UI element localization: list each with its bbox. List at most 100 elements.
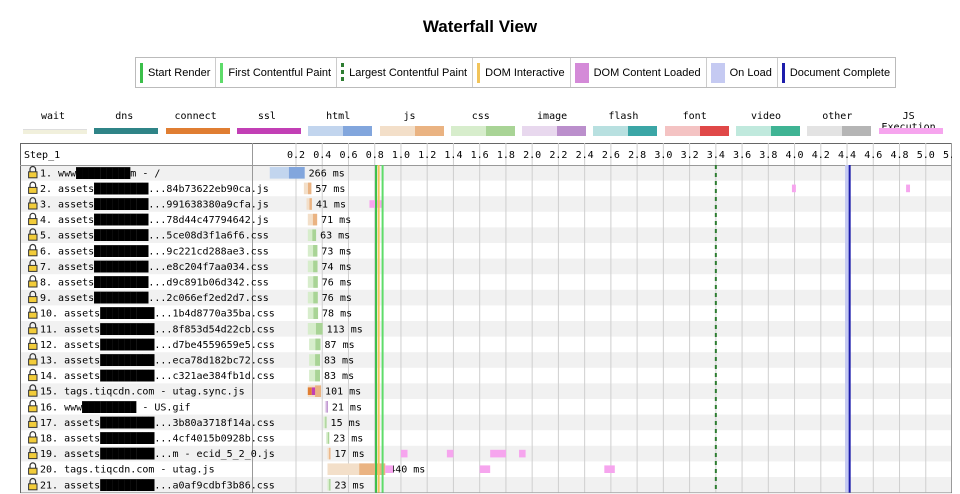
request-label: 1. www█████████m - / xyxy=(40,166,160,179)
request-type-legend: wait dns connect ssl html js css image flash font… xyxy=(20,111,950,141)
js-execution-mark xyxy=(906,184,911,193)
request-bar-wait xyxy=(309,354,321,366)
request-bar-wait xyxy=(327,447,331,460)
lock-icon xyxy=(28,446,38,460)
lock-icon xyxy=(28,181,38,194)
type-legend-swatch xyxy=(807,126,872,136)
x-tick-label: 1.8 xyxy=(497,150,515,161)
lock-icon xyxy=(28,399,38,413)
row-background xyxy=(21,383,951,399)
type-legend-item: html xyxy=(305,111,373,136)
row-background xyxy=(21,258,951,275)
request-bar-wait xyxy=(269,167,305,179)
request-label: 17. assets█████████...3b80a3718f14a.css xyxy=(40,416,275,429)
request-duration-label: 440 ms xyxy=(389,465,425,476)
type-legend-item: video xyxy=(733,111,800,136)
lock-icon xyxy=(28,368,38,382)
type-legend-item: flash xyxy=(590,111,658,136)
request-bar-download xyxy=(325,416,327,429)
legend-item: Start Render xyxy=(136,58,217,87)
legend-swatch xyxy=(140,62,143,83)
request-bar-wait xyxy=(309,338,321,351)
request-duration-label: 74 ms xyxy=(322,262,352,273)
request-duration-label: 17 ms xyxy=(334,449,364,460)
request-duration-label: 63 ms xyxy=(320,231,350,242)
type-legend-swatch xyxy=(379,126,444,136)
request-duration-label: 71 ms xyxy=(321,215,351,226)
type-legend-label: JS Execution xyxy=(882,111,936,133)
request-bar-download xyxy=(313,245,318,257)
request-label: 4. assets█████████...78d44c47794642.js xyxy=(40,213,269,226)
x-tick-label: 2.6 xyxy=(602,150,620,161)
type-legend-label: connect xyxy=(174,111,217,122)
lock-icon xyxy=(28,415,38,428)
lock-icon xyxy=(28,353,38,366)
x-tick-label: 4.8 xyxy=(890,150,908,161)
lock-icon xyxy=(28,228,38,241)
type-legend-swatch xyxy=(94,128,159,134)
request-duration-label: 41 ms xyxy=(316,200,346,211)
row-background xyxy=(21,414,951,431)
x-tick-label: 3.6 xyxy=(733,150,751,161)
request-bar-download xyxy=(315,385,322,397)
x-tick-label: 5.0 xyxy=(917,150,935,161)
row-background xyxy=(21,289,951,306)
lock-icon xyxy=(28,477,38,491)
lock-icon xyxy=(28,462,38,475)
x-tick-label: 4.4 xyxy=(838,150,856,161)
request-bar-wait xyxy=(309,369,321,382)
request-bar-download xyxy=(313,291,318,304)
row-background xyxy=(21,445,951,462)
request-bar-download xyxy=(312,213,318,226)
request-label: 7. assets█████████...e8c204f7aa034.css xyxy=(40,260,269,273)
x-tick-label: 1.2 xyxy=(418,150,436,161)
request-bar-ssl xyxy=(311,387,316,395)
x-tick-label: 1.0 xyxy=(392,150,410,161)
lock-icon xyxy=(28,290,38,304)
request-label: 20. tags.tiqcdn.com - utag.js xyxy=(40,465,215,476)
request-label: 6. assets█████████...9c221cd288ae3.css xyxy=(40,244,269,257)
type-legend-swatch xyxy=(878,128,943,134)
legend-label: Start Render xyxy=(148,66,211,79)
request-bar-download xyxy=(327,432,330,444)
request-label: 16. www█████████ - US.gif xyxy=(40,400,191,413)
legend-item: On Load xyxy=(707,58,778,87)
request-bar-download xyxy=(307,182,312,195)
request-bar-download xyxy=(329,447,331,460)
legend-swatch xyxy=(574,62,589,83)
request-bar-download xyxy=(315,354,321,366)
x-tick-label: 2.0 xyxy=(523,150,541,161)
request-label: 15. tags.tiqcdn.com - utag.sync.js xyxy=(40,387,245,398)
markers-legend: Start Render First Contentful Paint Larges… xyxy=(135,57,897,88)
legend-item: First Contentful Paint xyxy=(216,58,338,87)
type-legend-item: css xyxy=(448,111,515,136)
type-legend-label: video xyxy=(750,111,782,122)
js-execution-mark xyxy=(385,465,394,473)
legend-swatch xyxy=(781,62,785,83)
request-label: 14. assets█████████...c321ae384fb1d.css xyxy=(40,369,275,382)
x-tick-label: 4.2 xyxy=(812,150,830,161)
request-label: 3. assets█████████...991638380a9cfa.js xyxy=(40,198,269,211)
legend-item: Document Complete xyxy=(778,58,895,87)
legend-item: DOM Interactive xyxy=(473,58,571,87)
legend-item: DOM Content Loaded xyxy=(571,58,707,87)
legend-swatch xyxy=(710,62,725,83)
type-legend-item: font xyxy=(662,111,729,136)
request-duration-label: 78 ms xyxy=(322,309,352,320)
x-tick-label: 4.6 xyxy=(864,150,882,161)
request-label: 12. assets█████████...d7be4559659e5.css xyxy=(40,338,275,351)
type-legend-label: wait xyxy=(40,111,66,122)
lock-icon xyxy=(28,384,38,397)
request-duration-label: 113 ms xyxy=(327,324,363,335)
page-title: Waterfall View xyxy=(422,17,538,36)
type-legend-label: js xyxy=(403,111,416,122)
request-bar-wait xyxy=(307,245,318,257)
type-legend-label: image xyxy=(537,111,568,122)
lock-icon xyxy=(28,212,38,226)
request-label: 19. assets█████████...m - ecid_5_2_0.js xyxy=(40,447,275,460)
type-legend-label: font xyxy=(682,111,707,122)
x-tick-label: 0.4 xyxy=(313,150,331,161)
legend-label: DOM Content Loaded xyxy=(593,66,701,79)
type-legend-swatch xyxy=(165,128,230,134)
x-tick-label: 2.4 xyxy=(576,150,594,161)
